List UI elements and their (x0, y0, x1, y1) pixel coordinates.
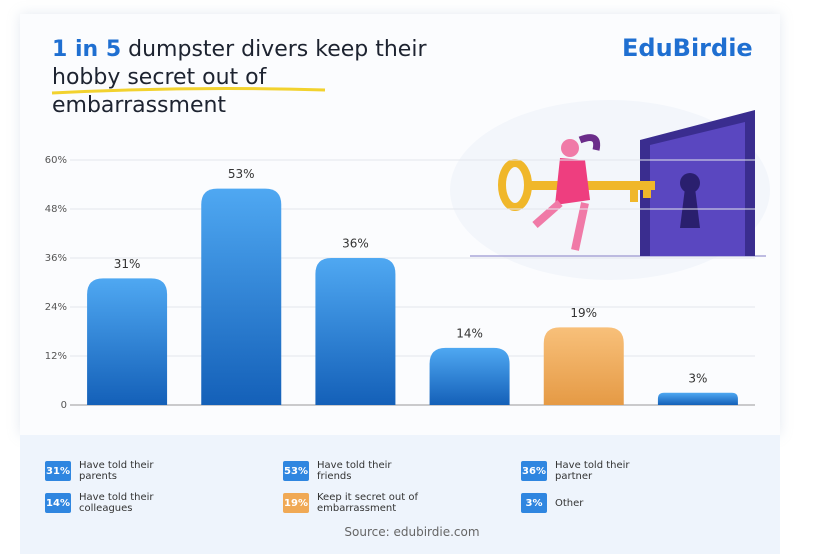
legend-item: 3% Other (521, 492, 660, 514)
y-tick-label: 36% (45, 253, 67, 264)
value-label: 53% (228, 167, 255, 181)
chart-title: 1 in 5 dumpster divers keep their hobby … (52, 36, 432, 120)
legend-item: 53% Have told their friends (283, 460, 422, 482)
y-tick-label: 60% (45, 155, 67, 166)
legend-panel (20, 435, 780, 554)
brand: EduBirdie (622, 34, 753, 62)
legend-badge: 31% (45, 461, 71, 481)
y-tick-label: 12% (45, 351, 67, 362)
legend-label: Have told their partner (555, 460, 630, 482)
legend-badge: 36% (521, 461, 547, 481)
legend-item: 14% Have told their colleagues (45, 492, 184, 514)
legend-item: 19% Keep it secret out of embarrassment (283, 492, 422, 514)
legend-badge: 53% (283, 461, 309, 481)
bar (201, 188, 282, 405)
legend-label: Keep it secret out of embarrassment (317, 492, 418, 514)
value-label: 31% (114, 257, 141, 271)
legend-item: 36% Have told their partner (521, 460, 660, 482)
legend-label: Have told their colleagues (79, 492, 154, 514)
illustration (450, 100, 770, 280)
title-highlight: 1 in 5 (52, 37, 122, 62)
legend-label: Other (555, 497, 584, 509)
legend-label: Have told their parents (79, 460, 154, 482)
legend-badge: 14% (45, 493, 71, 513)
underline (51, 87, 326, 95)
bar (657, 392, 738, 405)
legend-label: Have told their friends (317, 460, 392, 482)
legend-item: 31% Have told their parents (45, 460, 184, 482)
y-tick-label: 0 (61, 400, 67, 411)
title-text: dumpster divers keep their hobby secret … (52, 37, 427, 118)
value-label: 36% (342, 237, 369, 251)
value-label: 14% (456, 326, 483, 340)
legend-badge: 3% (521, 493, 547, 513)
bar (429, 347, 510, 405)
y-tick-label: 24% (45, 302, 67, 313)
y-tick-label: 48% (45, 204, 67, 215)
bar (87, 278, 168, 405)
legend-badge: 19% (283, 493, 309, 513)
bar (543, 327, 624, 405)
bar (315, 258, 396, 405)
value-label: 19% (570, 306, 597, 320)
source: Source: edubirdie.com (344, 525, 480, 539)
value-label: 3% (688, 371, 707, 385)
